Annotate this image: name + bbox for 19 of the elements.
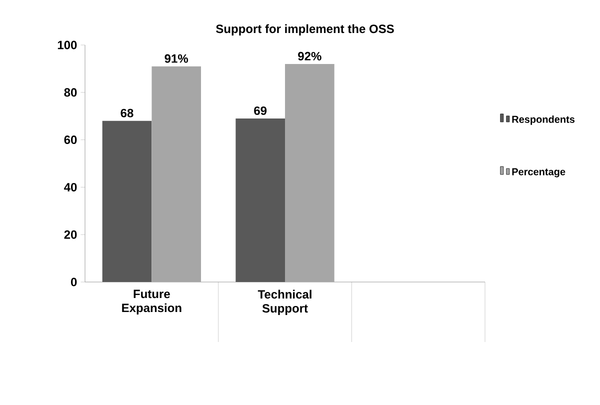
x-tick-label: Future Expansion (122, 290, 182, 315)
bar (152, 66, 201, 282)
data-label: 69 (254, 106, 267, 115)
legend-label: Respondents (512, 116, 575, 125)
bar (285, 64, 334, 282)
bar (102, 120, 152, 282)
data-label: 68 (120, 108, 134, 118)
y-tick-label: 80 (64, 88, 77, 97)
y-tick-label: 60 (64, 136, 77, 144)
y-tick-label: 100 (58, 40, 77, 50)
bar (236, 118, 285, 282)
y-tick-label: 40 (64, 182, 77, 192)
data-label: 91% (164, 54, 188, 63)
y-tick-label: 0 (70, 278, 77, 286)
legend-label: Percentage (512, 168, 566, 178)
x-tick-label: Technical Support (258, 290, 312, 315)
y-tick-label: 20 (64, 230, 77, 239)
chart-title: Support for implement the OSS (216, 24, 394, 36)
data-label: 92% (298, 52, 322, 60)
